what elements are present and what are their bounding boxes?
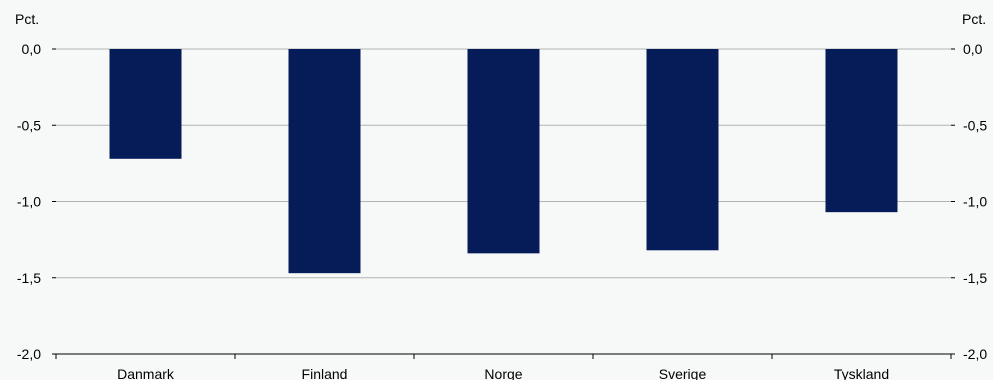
y-tick-label-left: 0,0 xyxy=(22,41,42,57)
y-tick-label-right: -0,5 xyxy=(963,117,987,133)
y-tick-label-right: -1,5 xyxy=(963,270,987,286)
x-axis: Danmark Finland Norge Sverige Tyskland xyxy=(55,353,952,380)
y-tick-label-right: -1,0 xyxy=(963,194,987,210)
y-axis-unit-left: Pct. xyxy=(15,11,39,27)
y-tick-label-left: -1,5 xyxy=(17,270,41,286)
y-tick-label-right: 0,0 xyxy=(963,41,983,57)
x-category-label: Danmark xyxy=(117,366,175,380)
bar-danmark xyxy=(109,49,182,159)
bar-finland xyxy=(288,49,361,274)
bars xyxy=(109,49,898,274)
bar-sverige xyxy=(646,49,719,251)
y-tick-label-left: -0,5 xyxy=(17,117,41,133)
y-axis-right-ticks: 0,0 -0,5 -1,0 -1,5 -2,0 xyxy=(951,41,987,362)
bar-norge xyxy=(467,49,540,254)
x-category-label: Norge xyxy=(484,366,522,380)
x-category-label: Sverige xyxy=(659,366,707,380)
x-category-label: Tyskland xyxy=(834,366,889,380)
bar-tyskland xyxy=(825,49,898,213)
x-category-label: Finland xyxy=(302,366,348,380)
y-axis-unit-right: Pct. xyxy=(962,11,986,27)
y-tick-label-right: -2,0 xyxy=(963,346,987,362)
y-axis-left-ticks: 0,0 -0,5 -1,0 -1,5 -2,0 xyxy=(17,41,56,362)
y-tick-label-left: -1,0 xyxy=(17,194,41,210)
y-tick-label-left: -2,0 xyxy=(17,346,41,362)
